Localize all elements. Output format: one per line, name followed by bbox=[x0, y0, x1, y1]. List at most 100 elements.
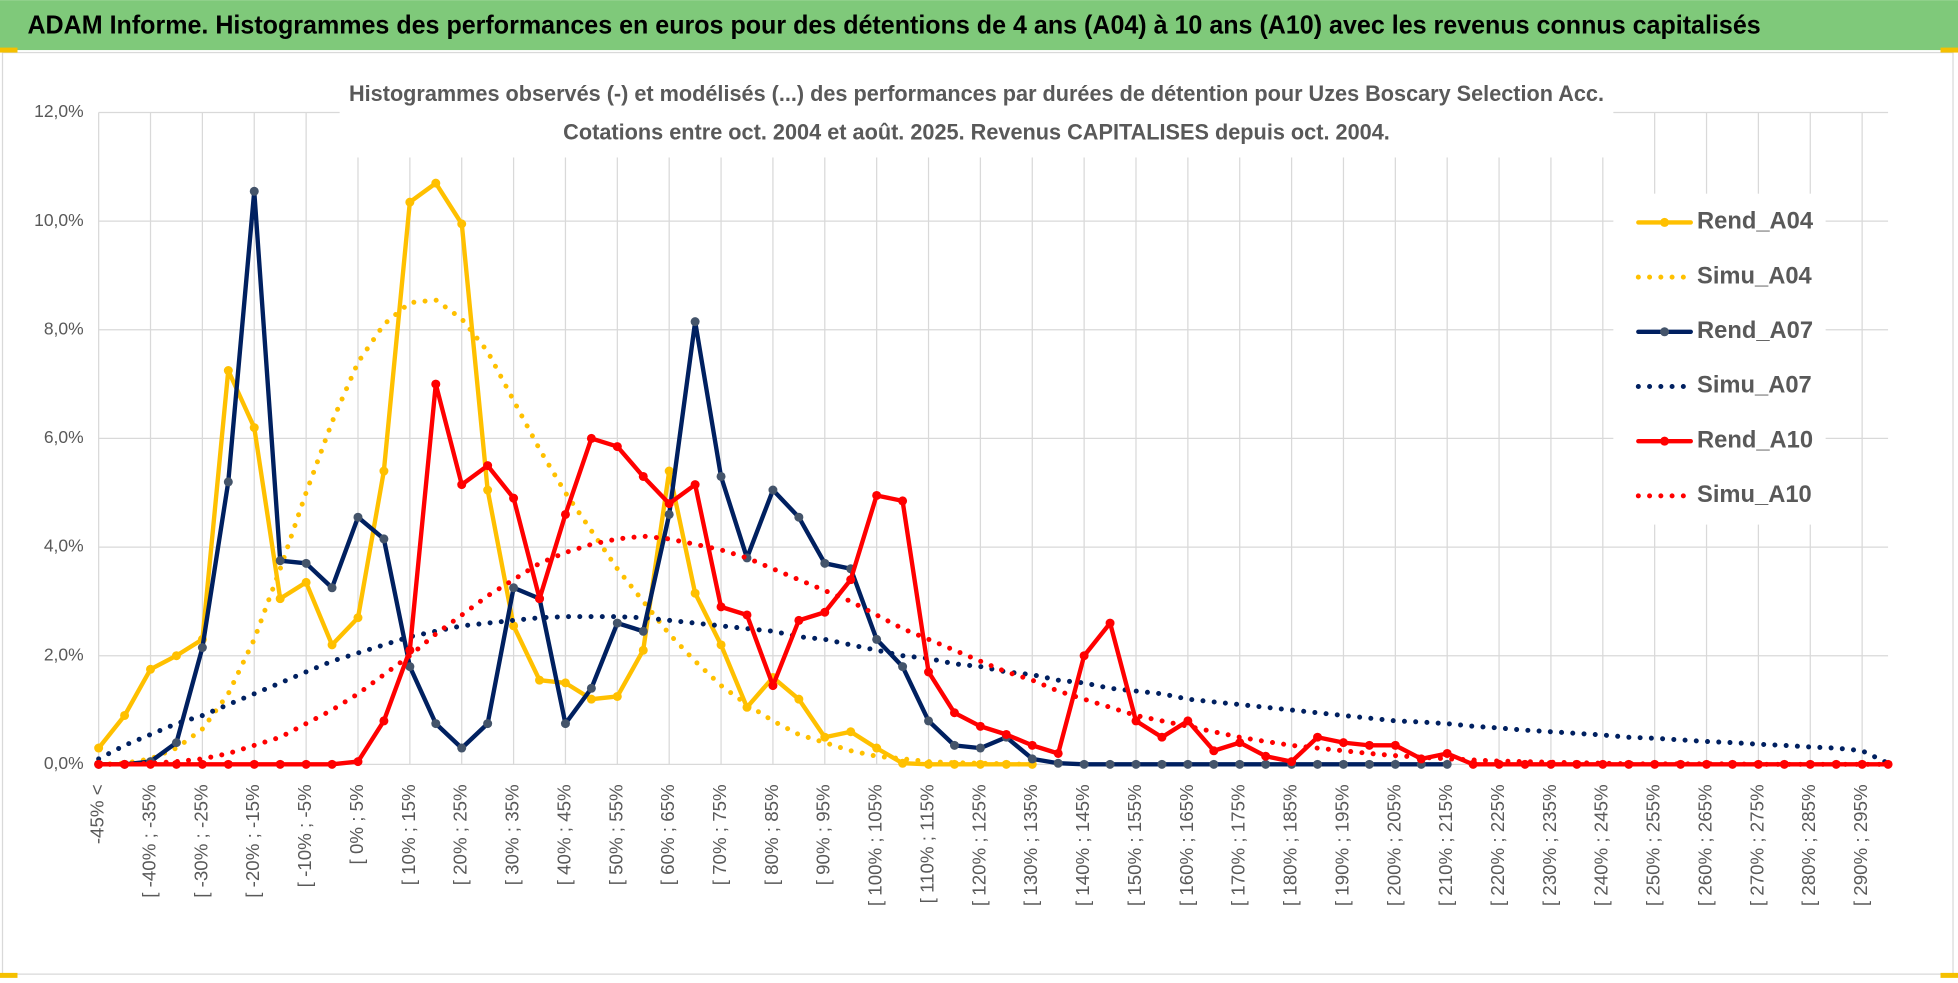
legend-label: Rend_A07 bbox=[1697, 318, 1813, 344]
data-point bbox=[872, 634, 882, 644]
data-point bbox=[431, 379, 441, 389]
chart-subtitle: Cotations entre oct. 2004 et août. 2025.… bbox=[563, 120, 1390, 145]
data-point bbox=[1105, 759, 1115, 769]
x-tick-label: [ 260% ; 265% bbox=[1694, 784, 1715, 906]
data-point bbox=[742, 610, 752, 620]
data-point bbox=[716, 640, 726, 650]
data-point bbox=[1053, 758, 1063, 768]
x-tick-label: [ 180% ; 185% bbox=[1280, 784, 1301, 906]
data-point bbox=[457, 480, 467, 490]
data-point bbox=[353, 613, 363, 623]
data-point bbox=[975, 721, 985, 731]
x-tick-label: [ 220% ; 225% bbox=[1487, 784, 1508, 906]
y-tick-label: 2,0% bbox=[44, 644, 84, 664]
data-point bbox=[664, 509, 674, 519]
data-point bbox=[457, 219, 467, 229]
x-tick-label: [ 200% ; 205% bbox=[1383, 784, 1404, 906]
data-point bbox=[690, 588, 700, 598]
data-point bbox=[353, 757, 363, 767]
data-point bbox=[560, 719, 570, 729]
data-point bbox=[249, 759, 259, 769]
data-point bbox=[924, 716, 934, 726]
x-tick-label: [ 100% ; 105% bbox=[865, 784, 886, 906]
data-point bbox=[1157, 732, 1167, 742]
data-point bbox=[924, 667, 934, 677]
data-point bbox=[379, 534, 389, 544]
data-point bbox=[1183, 716, 1193, 726]
header-band bbox=[0, 0, 1958, 51]
legend-marker bbox=[1660, 217, 1670, 227]
data-point bbox=[1079, 651, 1089, 661]
data-point bbox=[949, 740, 959, 750]
data-point bbox=[898, 662, 908, 672]
corner bbox=[0, 47, 18, 53]
data-point bbox=[197, 643, 207, 653]
data-point bbox=[327, 759, 337, 769]
data-point bbox=[509, 493, 519, 503]
y-tick-label: 4,0% bbox=[44, 536, 84, 556]
x-tick-label: [ 190% ; 195% bbox=[1331, 784, 1352, 906]
data-point bbox=[483, 719, 493, 729]
x-tick-label: [ 130% ; 135% bbox=[1020, 784, 1041, 906]
data-point bbox=[638, 626, 648, 636]
data-point bbox=[509, 621, 519, 631]
data-point bbox=[301, 759, 311, 769]
data-point bbox=[1364, 740, 1374, 750]
x-tick-label: [ -20% ; -15% bbox=[242, 784, 263, 897]
data-point bbox=[1209, 746, 1219, 756]
data-point bbox=[1235, 759, 1245, 769]
data-point bbox=[431, 719, 441, 729]
data-point bbox=[612, 618, 622, 628]
x-tick-label: -45% < bbox=[87, 784, 108, 844]
x-tick-label: [ 270% ; 275% bbox=[1746, 784, 1767, 906]
data-point bbox=[846, 727, 856, 737]
data-point bbox=[1364, 759, 1374, 769]
data-point bbox=[249, 186, 259, 196]
data-point bbox=[612, 442, 622, 452]
data-point bbox=[1027, 740, 1037, 750]
data-point bbox=[872, 743, 882, 753]
x-tick-label: [ 90% ; 95% bbox=[813, 784, 834, 885]
data-point bbox=[483, 461, 493, 471]
data-point bbox=[379, 466, 389, 476]
data-point bbox=[716, 602, 726, 612]
data-point bbox=[1442, 748, 1452, 758]
data-point bbox=[586, 694, 596, 704]
data-point bbox=[1390, 740, 1400, 750]
data-point bbox=[171, 651, 181, 661]
data-point bbox=[353, 512, 363, 522]
data-point bbox=[1520, 759, 1530, 769]
data-point bbox=[560, 509, 570, 519]
data-point bbox=[1053, 748, 1063, 758]
data-point bbox=[1209, 759, 1219, 769]
data-point bbox=[846, 575, 856, 585]
data-point bbox=[1079, 759, 1089, 769]
data-point bbox=[171, 738, 181, 748]
x-tick-label: [ 80% ; 85% bbox=[761, 784, 782, 885]
y-tick-label: 0,0% bbox=[44, 753, 84, 773]
data-point bbox=[638, 645, 648, 655]
data-point bbox=[690, 317, 700, 327]
data-point bbox=[483, 485, 493, 495]
data-point bbox=[1338, 738, 1348, 748]
data-point bbox=[794, 615, 804, 625]
grid: 0,0% 2,0% 4,0% 6,0% 8,0% 10,0% 12,0% -45% < [ -4… bbox=[34, 101, 1889, 906]
data-point bbox=[1390, 759, 1400, 769]
data-point bbox=[949, 708, 959, 718]
data-point bbox=[275, 556, 285, 566]
x-tick-label: [ -40% ; -35% bbox=[138, 784, 159, 897]
data-point bbox=[898, 496, 908, 506]
header-title: ADAM Informe. Histogrammes des performan… bbox=[27, 9, 1760, 39]
data-point bbox=[1157, 759, 1167, 769]
plot bbox=[94, 178, 1893, 769]
legend-marker bbox=[1660, 436, 1670, 446]
legend-marker bbox=[1660, 327, 1670, 337]
data-point bbox=[1261, 751, 1271, 761]
data-point bbox=[120, 759, 130, 769]
data-point bbox=[586, 433, 596, 443]
data-point bbox=[457, 743, 467, 753]
y-tick-label: 10,0% bbox=[34, 210, 84, 230]
data-point bbox=[872, 490, 882, 500]
data-point bbox=[1131, 759, 1141, 769]
y-tick-label: 6,0% bbox=[44, 427, 84, 447]
